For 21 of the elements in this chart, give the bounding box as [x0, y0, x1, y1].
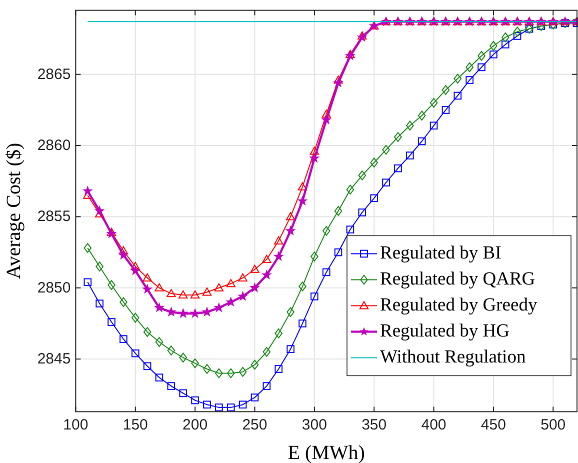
legend-label: Regulated by QARG: [380, 270, 536, 290]
y-tick-label: 2860: [37, 137, 71, 154]
x-tick-label: 200: [182, 416, 208, 434]
legend-label: Regulated by BI: [380, 244, 502, 264]
y-tick-label: 2850: [37, 279, 71, 296]
y-tick-label: 2865: [37, 66, 71, 83]
x-tick-label: 250: [242, 416, 268, 434]
x-tick-label: 450: [480, 416, 506, 434]
legend-label: Regulated by HG: [380, 322, 510, 342]
legend-label: Regulated by Greedy: [380, 296, 538, 316]
x-tick-label: 150: [122, 416, 148, 434]
x-axis-title: E (MWh): [288, 442, 365, 463]
x-tick-label: 100: [63, 416, 88, 434]
legend-label: Without Regulation: [380, 348, 526, 368]
x-tick-label: 350: [362, 416, 387, 434]
x-tick-label: 300: [302, 416, 327, 434]
y-tick-label: 2845: [37, 350, 71, 368]
x-tick-label: 400: [421, 416, 446, 434]
x-tick-label: 500: [540, 416, 566, 434]
y-axis-title: Average Cost ($): [3, 142, 25, 280]
y-tick-label: 2855: [37, 208, 71, 226]
